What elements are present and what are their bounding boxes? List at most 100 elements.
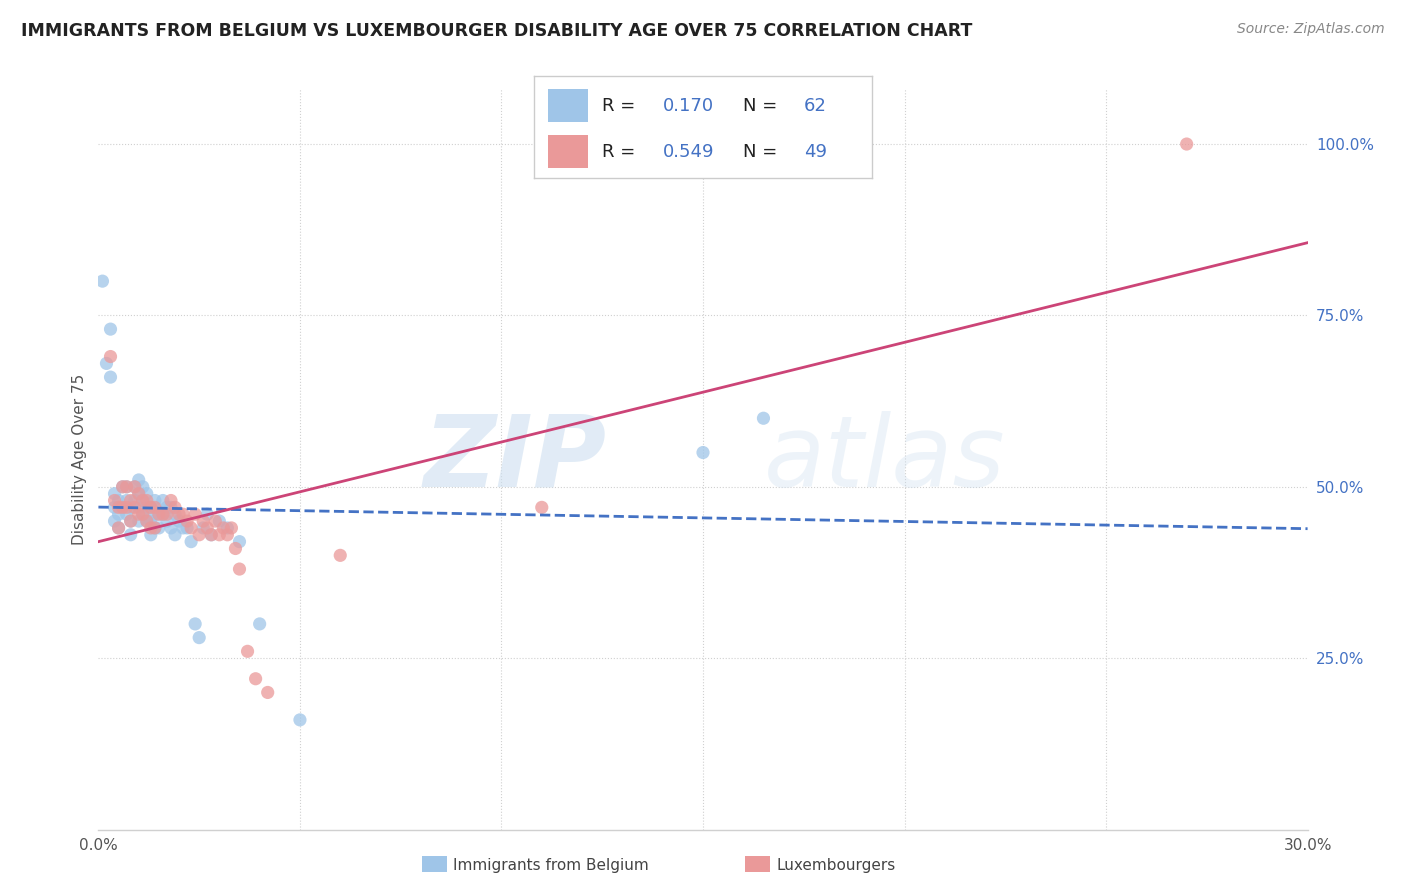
Point xyxy=(143,493,166,508)
Text: 49: 49 xyxy=(804,143,827,161)
Point xyxy=(100,322,122,336)
Point xyxy=(91,274,114,288)
Point xyxy=(188,528,211,542)
Text: Immigrants from Belgium: Immigrants from Belgium xyxy=(453,858,648,872)
Point xyxy=(115,507,138,521)
Point xyxy=(188,631,211,645)
Text: ZIP: ZIP xyxy=(423,411,606,508)
Point xyxy=(132,493,155,508)
Point xyxy=(176,514,198,528)
Point xyxy=(107,507,129,521)
Point xyxy=(160,500,183,515)
Point xyxy=(107,521,129,535)
Point xyxy=(128,507,150,521)
Point xyxy=(156,500,179,515)
Point xyxy=(167,507,190,521)
Point xyxy=(100,370,122,384)
Point xyxy=(148,507,170,521)
Point xyxy=(228,534,250,549)
Point xyxy=(115,493,138,508)
Point xyxy=(208,528,231,542)
Point xyxy=(236,644,259,658)
Point xyxy=(120,493,142,508)
Point xyxy=(100,350,122,364)
Point xyxy=(163,528,186,542)
Point xyxy=(115,480,138,494)
Point xyxy=(288,713,311,727)
Point xyxy=(103,486,125,500)
Point xyxy=(132,507,155,521)
Point xyxy=(228,562,250,576)
Point xyxy=(124,480,146,494)
Text: Luxembourgers: Luxembourgers xyxy=(776,858,896,872)
Point xyxy=(111,480,134,494)
Text: IMMIGRANTS FROM BELGIUM VS LUXEMBOURGER DISABILITY AGE OVER 75 CORRELATION CHART: IMMIGRANTS FROM BELGIUM VS LUXEMBOURGER … xyxy=(21,22,973,40)
Point xyxy=(128,486,150,500)
Point xyxy=(200,528,222,542)
Point xyxy=(160,521,183,535)
Bar xyxy=(548,89,588,122)
Point xyxy=(120,528,142,542)
Point xyxy=(139,500,162,515)
Point xyxy=(143,500,166,515)
Point xyxy=(143,507,166,521)
Text: R =: R = xyxy=(602,96,641,114)
Point xyxy=(135,493,157,508)
Point xyxy=(184,616,207,631)
Point xyxy=(128,514,150,528)
Point xyxy=(103,493,125,508)
Point xyxy=(752,411,775,425)
Point xyxy=(167,514,190,528)
Point xyxy=(217,521,239,535)
Y-axis label: Disability Age Over 75: Disability Age Over 75 xyxy=(72,374,87,545)
Point xyxy=(135,486,157,500)
Point xyxy=(172,507,194,521)
Point xyxy=(148,521,170,535)
Point xyxy=(163,507,186,521)
Point xyxy=(124,500,146,515)
Point xyxy=(329,549,352,563)
Point xyxy=(208,514,231,528)
Point xyxy=(139,500,162,515)
Point xyxy=(176,521,198,535)
Point xyxy=(120,514,142,528)
Point xyxy=(128,486,150,500)
Point xyxy=(115,480,138,494)
Point xyxy=(107,493,129,508)
Text: 0.170: 0.170 xyxy=(662,96,714,114)
Point xyxy=(135,500,157,515)
Text: N =: N = xyxy=(744,96,783,114)
Point xyxy=(120,514,142,528)
Point xyxy=(139,514,162,528)
Point xyxy=(195,521,218,535)
Point xyxy=(1175,136,1198,151)
Point xyxy=(124,480,146,494)
Point xyxy=(107,521,129,535)
Point xyxy=(212,521,235,535)
Point xyxy=(143,521,166,535)
Point xyxy=(128,473,150,487)
Point xyxy=(107,500,129,515)
Point xyxy=(111,500,134,515)
Point xyxy=(152,507,174,521)
Point xyxy=(193,521,215,535)
Text: Source: ZipAtlas.com: Source: ZipAtlas.com xyxy=(1237,22,1385,37)
Point xyxy=(530,500,553,515)
Point xyxy=(132,493,155,508)
Point xyxy=(124,493,146,508)
Point xyxy=(200,528,222,542)
Point xyxy=(111,500,134,515)
Point xyxy=(256,685,278,699)
Text: 0.549: 0.549 xyxy=(662,143,714,161)
Point xyxy=(132,480,155,494)
Point xyxy=(195,507,218,521)
Point xyxy=(115,500,138,515)
Point xyxy=(132,507,155,521)
Point xyxy=(184,507,207,521)
Point xyxy=(245,672,267,686)
Point xyxy=(139,528,162,542)
Point xyxy=(152,493,174,508)
Point xyxy=(692,445,714,459)
Point xyxy=(172,521,194,535)
Point xyxy=(160,493,183,508)
